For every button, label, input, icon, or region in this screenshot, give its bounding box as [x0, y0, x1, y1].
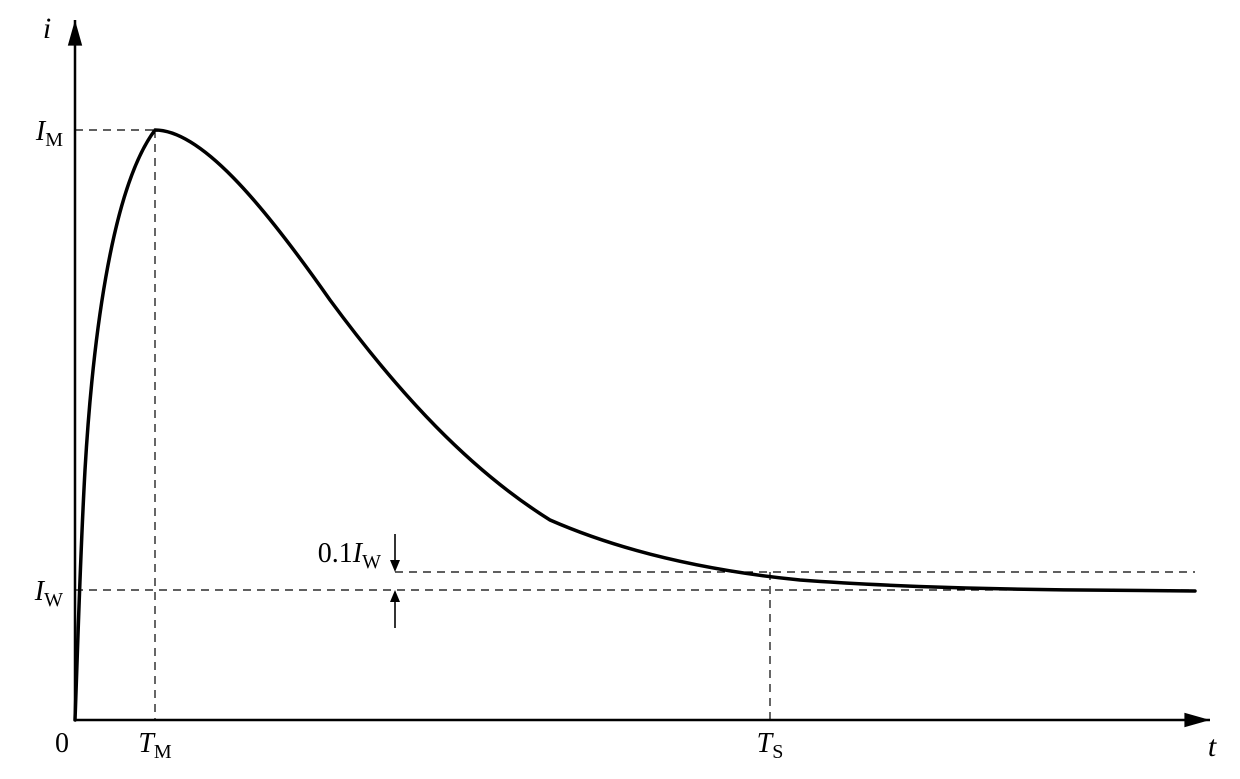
- x-axis-label: t: [1208, 730, 1217, 763]
- origin-label: 0: [55, 728, 69, 759]
- chart-background: [0, 0, 1240, 779]
- y-axis-label: i: [43, 12, 51, 45]
